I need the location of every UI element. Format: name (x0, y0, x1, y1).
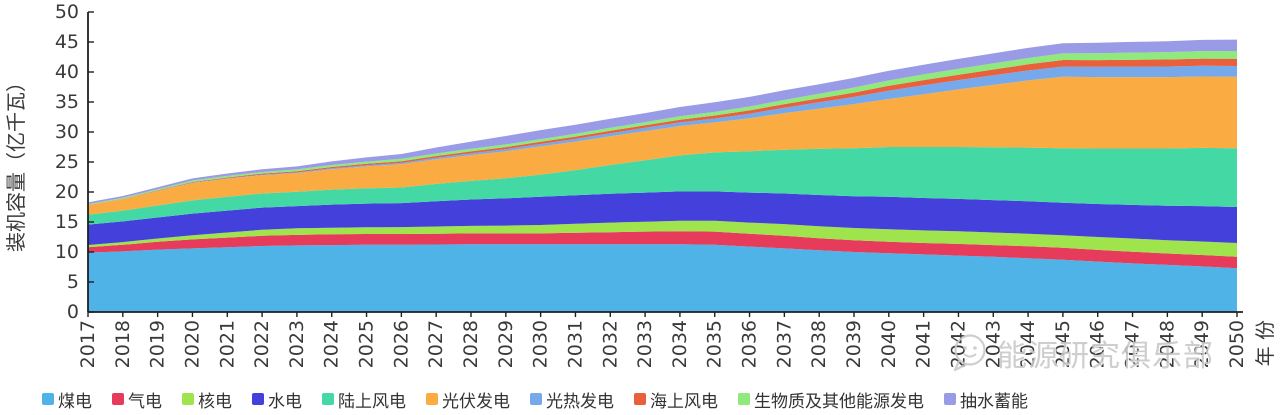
x-tick-label: 2037 (773, 320, 795, 368)
y-tick-label: 45 (55, 31, 79, 53)
x-tick-label: 2023 (286, 320, 308, 368)
legend-item-煤电: 煤电 (42, 387, 92, 412)
x-tick-label: 2026 (390, 320, 412, 368)
legend-label: 生物质及其他能源发电 (754, 391, 924, 412)
y-tick-label: 35 (55, 91, 79, 113)
legend-swatch (634, 393, 646, 405)
legend-item-核电: 核电 (182, 387, 232, 412)
legend-label: 光热发电 (546, 391, 614, 412)
y-tick-label: 20 (55, 181, 79, 203)
x-tick-label: 2039 (843, 320, 865, 368)
legend-item-光热发电: 光热发电 (530, 387, 614, 412)
legend-swatch (42, 393, 54, 405)
x-tick-label: 2025 (356, 320, 378, 368)
x-axis-title: 年 份 (1253, 320, 1277, 366)
y-axis-title: 装机容量（亿千瓦） (4, 72, 28, 252)
legend-swatch (426, 393, 438, 405)
legend-item-生物质及其他能源发电: 生物质及其他能源发电 (738, 387, 924, 412)
x-tick-label: 2038 (808, 320, 830, 368)
y-tick-label: 30 (55, 121, 79, 143)
x-tick-label: 2019 (147, 320, 169, 368)
legend-label: 海上风电 (650, 391, 718, 412)
x-tick-label: 2018 (112, 320, 134, 368)
x-tick-label: 2031 (564, 320, 586, 368)
x-tick-label: 2046 (1087, 320, 1109, 368)
x-tick-label: 2033 (634, 320, 656, 368)
area-layers (88, 39, 1237, 312)
x-tick-label: 2024 (321, 320, 343, 368)
legend-item-气电: 气电 (112, 387, 162, 412)
y-tick-label: 40 (55, 61, 79, 83)
y-tick-label: 50 (55, 1, 79, 23)
x-tick-label: 2020 (181, 320, 203, 368)
area-水电 (88, 191, 1237, 245)
x-tick-label: 2030 (530, 320, 552, 368)
area-光伏发电 (88, 76, 1237, 215)
x-tick-label: 2047 (1122, 320, 1144, 368)
x-tick-label: 2035 (704, 320, 726, 368)
legend-item-光伏发电: 光伏发电 (426, 387, 510, 412)
x-tick-label: 2048 (1156, 320, 1178, 368)
legend-label: 陆上风电 (338, 391, 406, 412)
chart-legend: 煤电 气电 核电 水电 陆上风电 光伏发电 光热发电 海上风电 生物质及其他能源发电 抽水蓄能 (0, 386, 1280, 412)
legend-label: 气电 (128, 391, 162, 412)
y-tick-label: 15 (55, 211, 79, 233)
legend-label: 煤电 (58, 391, 92, 412)
x-tick-label: 2032 (599, 320, 621, 368)
legend-label: 水电 (268, 391, 302, 412)
legend-label: 光伏发电 (442, 391, 510, 412)
x-tick-label: 2036 (739, 320, 761, 368)
x-tick-label: 2028 (460, 320, 482, 368)
x-tick-label: 2050 (1226, 320, 1248, 368)
legend-swatch (182, 393, 194, 405)
x-tick-label: 2027 (425, 320, 447, 368)
legend-swatch (944, 393, 956, 405)
x-tick-label: 2029 (495, 320, 517, 368)
area-核电 (88, 220, 1237, 257)
y-tick-label: 0 (67, 301, 79, 323)
x-tick-label: 2041 (913, 320, 935, 368)
x-tick-label: 2021 (216, 320, 238, 368)
x-tick-label: 2044 (1017, 320, 1039, 368)
legend-item-陆上风电: 陆上风电 (322, 387, 406, 412)
x-tick-label: 2042 (947, 320, 969, 368)
legend-item-海上风电: 海上风电 (634, 387, 718, 412)
legend-swatch (252, 393, 264, 405)
x-tick-label: 2040 (878, 320, 900, 368)
y-tick-label: 5 (67, 271, 79, 293)
legend-swatch (322, 393, 334, 405)
legend-swatch (112, 393, 124, 405)
x-tick-label: 2049 (1191, 320, 1213, 368)
x-tick-label: 2017 (77, 320, 99, 368)
area-煤电 (88, 244, 1237, 312)
y-tick-label: 25 (55, 151, 79, 173)
area-气电 (88, 231, 1237, 269)
legend-item-抽水蓄能: 抽水蓄能 (944, 387, 1028, 412)
x-tick-label: 2045 (1052, 320, 1074, 368)
x-tick-label: 2022 (251, 320, 273, 368)
y-tick-label: 10 (55, 241, 79, 263)
x-tick-label: 2043 (982, 320, 1004, 368)
legend-item-水电: 水电 (252, 387, 302, 412)
x-tick-label: 2034 (669, 320, 691, 368)
legend-label: 抽水蓄能 (960, 391, 1028, 412)
legend-label: 核电 (198, 391, 232, 412)
legend-swatch (738, 393, 750, 405)
area-陆上风电 (88, 147, 1237, 225)
legend-swatch (530, 393, 542, 405)
